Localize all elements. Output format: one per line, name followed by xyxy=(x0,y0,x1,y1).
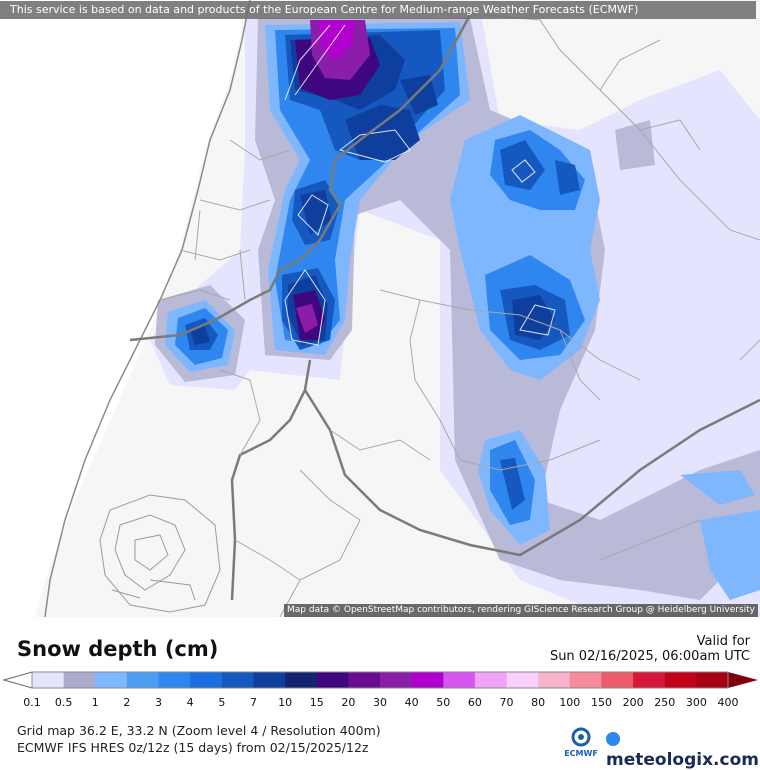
ecmwf-logo[interactable]: ECMWF xyxy=(560,726,602,758)
scale-swatch xyxy=(474,672,508,688)
meteologix-icon xyxy=(606,732,620,746)
scale-swatch xyxy=(348,672,381,688)
scale-tick-label: 300 xyxy=(685,696,707,709)
scale-tick-label: 250 xyxy=(654,696,676,709)
valid-for-label: Valid for xyxy=(696,634,750,649)
scale-frame xyxy=(31,671,729,689)
city-outlines xyxy=(99,494,221,613)
scale-tick-label: 7 xyxy=(249,696,257,709)
scale-tick-label: 100 xyxy=(559,696,581,709)
contour-lines xyxy=(284,24,556,346)
scale-tick-label: 10 xyxy=(278,696,293,709)
scale-swatch xyxy=(253,672,286,688)
scale-swatch xyxy=(506,672,539,688)
scale-tick-label: 15 xyxy=(309,696,324,709)
scale-tick-label: 3 xyxy=(155,696,163,709)
scale-tick-label: 400 xyxy=(717,696,739,709)
scale-tick-label: 1 xyxy=(91,696,99,709)
ecmwf-logo-text: ECMWF xyxy=(564,749,598,758)
scale-tick-label: 50 xyxy=(436,696,451,709)
scale-tick-label: 4 xyxy=(186,696,194,709)
legend-title: Snow depth (cm) xyxy=(17,637,219,661)
scale-swatch xyxy=(63,672,96,688)
color-scale-ticks: 0.1 0.5 1 2 3 4 5 7 10 15 20 30 40 50 60 70 80 100 150 200 2… xyxy=(0,696,760,712)
scale-swatch xyxy=(221,672,254,688)
color-scale-bar xyxy=(2,671,758,689)
scale-arrow-low xyxy=(2,671,33,689)
scale-tick-label: 80 xyxy=(531,696,546,709)
scale-swatch xyxy=(411,672,444,688)
scale-swatch xyxy=(696,672,729,688)
scale-tick-label: 0.1 xyxy=(23,696,41,709)
scale-tick-label: 5 xyxy=(218,696,226,709)
model-run-info: ECMWF IFS HRES 0z/12z (15 days) from 02/… xyxy=(17,740,369,755)
sea-area xyxy=(0,0,248,617)
scale-tick-label: 40 xyxy=(404,696,419,709)
scale-tick-label: 150 xyxy=(590,696,612,709)
scale-tick-label: 30 xyxy=(373,696,387,709)
snow-depth-map[interactable] xyxy=(0,0,760,617)
scale-tick-label: 60 xyxy=(467,696,482,709)
district-boundaries xyxy=(159,14,760,617)
scale-swatch xyxy=(158,672,191,688)
scale-tick-label: 200 xyxy=(622,696,644,709)
ecmwf-data-notice: This service is based on data and produc… xyxy=(0,1,756,19)
scale-swatch xyxy=(380,672,413,688)
scale-swatch xyxy=(633,672,666,688)
map-attribution: Map data © OpenStreetMap contributors, r… xyxy=(284,604,758,617)
scale-tick-label: 20 xyxy=(341,696,356,709)
scale-swatch xyxy=(538,672,571,688)
scale-tick-label: 70 xyxy=(499,696,514,709)
scale-swatch xyxy=(285,672,318,688)
scale-arrow-high xyxy=(728,672,758,688)
valid-date: Sun 02/16/2025, 06:00am UTC xyxy=(549,649,750,664)
scale-swatch xyxy=(569,672,602,688)
scale-swatch xyxy=(126,672,160,688)
scale-swatch xyxy=(443,672,476,688)
meteologix-logo[interactable]: meteologix.com xyxy=(606,730,760,770)
scale-swatch xyxy=(601,672,634,688)
scale-swatch xyxy=(316,672,349,688)
scale-swatch xyxy=(95,672,128,688)
scale-swatch xyxy=(32,672,65,688)
scale-swatch xyxy=(190,672,223,688)
grid-map-info: Grid map 36.2 E, 33.2 N (Zoom level 4 / … xyxy=(17,723,381,738)
scale-swatch xyxy=(664,672,697,688)
scale-tick-label: 2 xyxy=(123,696,131,709)
country-borders xyxy=(129,14,760,601)
scale-tick-label: 0.5 xyxy=(54,696,73,709)
meteologix-brand-text: meteologix.com xyxy=(606,750,759,770)
